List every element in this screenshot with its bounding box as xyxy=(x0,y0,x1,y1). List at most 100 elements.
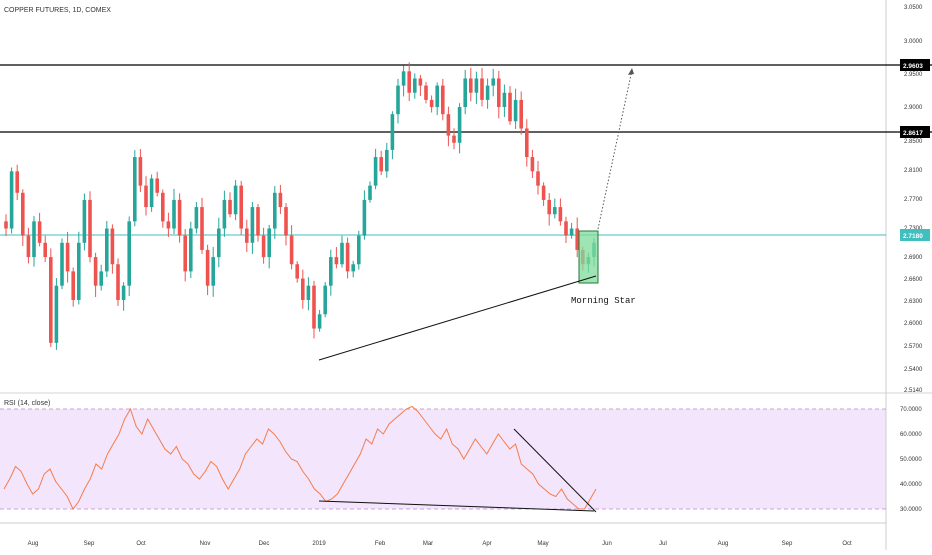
time-tick-label: Aug xyxy=(28,541,39,547)
candle-body xyxy=(536,171,540,186)
price-tick-label: 2.5140 xyxy=(904,388,923,394)
rsi-tick-label: 40.0000 xyxy=(900,482,922,488)
price-tick-label: 2.6600 xyxy=(904,277,923,283)
candle-body xyxy=(189,228,193,272)
price-tick-label: 2.6000 xyxy=(904,321,923,327)
candle-body xyxy=(564,221,568,236)
time-tick-label: Oct xyxy=(842,541,852,547)
candle-body xyxy=(502,92,507,108)
candle-body xyxy=(250,207,255,243)
chart-title: COPPER FUTURES, 1D, COMEX xyxy=(4,7,111,14)
candle-body xyxy=(200,207,204,250)
rsi-tick-label: 60.0000 xyxy=(900,432,922,438)
price-badge xyxy=(900,229,930,241)
candle-body xyxy=(26,235,31,258)
candle-body xyxy=(317,314,322,329)
candle-body xyxy=(480,78,484,100)
candle-body xyxy=(88,199,92,258)
price-badge-label: 2.8617 xyxy=(903,130,923,137)
candle-body xyxy=(513,99,518,122)
price-tick-label: 2.8500 xyxy=(904,139,923,145)
candle-body xyxy=(65,242,70,272)
price-tick-label: 3.0000 xyxy=(904,39,923,45)
candle-body xyxy=(575,228,579,250)
time-tick-label: Apr xyxy=(482,541,491,547)
candle-body xyxy=(429,99,434,108)
candle-body xyxy=(21,192,25,236)
rsi-resistance-trendline[interactable] xyxy=(513,428,597,513)
candle-body xyxy=(312,285,316,329)
candle-body xyxy=(82,199,87,243)
candle-body xyxy=(452,135,456,143)
rsi-support-trendline[interactable] xyxy=(318,500,595,512)
candle-body xyxy=(9,171,14,229)
time-tick-label: Feb xyxy=(375,541,386,547)
candle-body xyxy=(127,221,131,286)
rsi-axis: 70.0000 60.0000 50.0000 40.0000 30.0000 xyxy=(900,407,922,513)
candle-body xyxy=(463,78,467,108)
candle-body xyxy=(15,171,19,193)
candle-body xyxy=(149,178,154,208)
candle-body xyxy=(217,228,221,258)
time-tick-label: Sep xyxy=(84,541,95,547)
candle-body xyxy=(256,207,260,236)
projection-arrow-line[interactable] xyxy=(597,69,633,230)
candle-body xyxy=(289,235,294,265)
candle-body xyxy=(172,199,176,229)
candle-body xyxy=(183,235,187,272)
candle-body xyxy=(435,85,439,108)
candle-body xyxy=(144,185,148,208)
candle-body xyxy=(278,192,283,208)
price-trendline[interactable] xyxy=(318,275,597,361)
candle-body xyxy=(110,228,115,265)
price-tick-label: 2.5400 xyxy=(904,367,923,373)
candle-body xyxy=(357,235,361,265)
time-tick-label: Nov xyxy=(200,541,211,547)
candle-body xyxy=(284,207,288,236)
candle-body xyxy=(306,285,311,300)
time-tick-label: Sep xyxy=(782,541,793,547)
price-badge-label: 2.7180 xyxy=(903,233,923,240)
candle-body xyxy=(547,199,551,215)
candle-body xyxy=(49,257,53,343)
projection-arrowhead xyxy=(628,68,634,75)
rsi-tick-label: 70.0000 xyxy=(900,407,922,413)
candle-body xyxy=(77,242,81,300)
candle-body xyxy=(228,199,232,215)
candle-body xyxy=(407,71,411,93)
candle-body xyxy=(161,192,165,222)
time-tick-label: Jun xyxy=(602,541,612,547)
candle-body xyxy=(508,92,512,122)
candle-body xyxy=(273,192,277,229)
candle-body xyxy=(43,242,47,258)
candle-body xyxy=(525,128,529,158)
candle-body xyxy=(558,207,563,222)
candle-body xyxy=(474,78,479,93)
candle-body xyxy=(541,185,546,200)
candle-body xyxy=(177,199,182,236)
price-tick-label: 2.6900 xyxy=(904,255,923,261)
morning-star-box[interactable] xyxy=(578,230,599,284)
candle-body xyxy=(54,285,59,343)
time-tick-label: Dec xyxy=(259,541,270,547)
price-badge xyxy=(900,59,930,71)
candle-body xyxy=(60,242,64,286)
price-tick-label: 3.0500 xyxy=(904,5,923,11)
candle-body xyxy=(245,228,249,243)
candle-body xyxy=(222,199,227,229)
candle-body xyxy=(368,185,372,200)
candle-body xyxy=(323,285,327,315)
candle-body xyxy=(239,185,243,229)
rsi-title: RSI (14, close) xyxy=(4,400,50,407)
morning-star-label: Morning Star xyxy=(571,296,636,306)
rsi-tick-label: 50.0000 xyxy=(900,457,922,463)
candle-body xyxy=(385,149,389,172)
time-tick-label: 2019 xyxy=(312,541,326,547)
time-axis: Aug Sep Oct Nov Dec 2019 Feb Mar Apr May Jun Jul Aug… xyxy=(28,541,852,547)
candle-body xyxy=(424,85,428,100)
candle-body xyxy=(401,71,406,86)
candle-body xyxy=(345,242,350,272)
time-tick-label: Jul xyxy=(659,541,667,547)
